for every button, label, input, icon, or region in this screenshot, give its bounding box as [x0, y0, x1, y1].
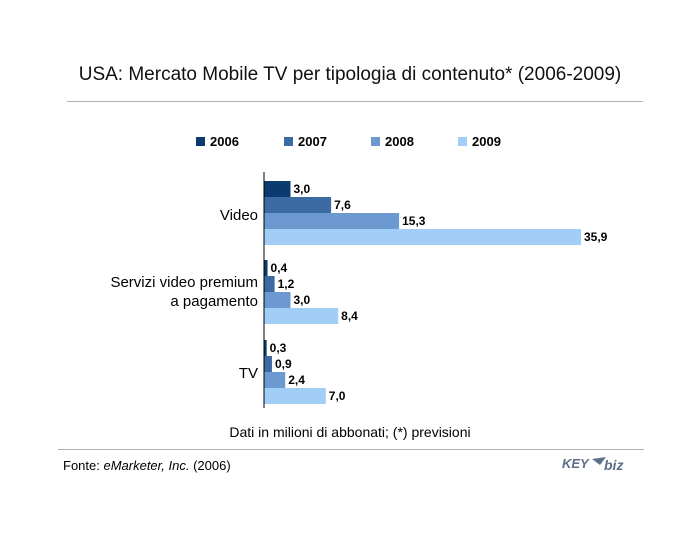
value-label-1-2009: 8,4 [341, 309, 358, 323]
legend-swatch-2008 [371, 137, 380, 146]
value-label-1-2007: 1,2 [278, 277, 295, 291]
value-label-2-2007: 0,9 [275, 357, 292, 371]
keybiz-logo: KEY biz [562, 456, 623, 473]
legend-label-2009: 2009 [472, 134, 501, 149]
category-label-2-0: TV [239, 365, 258, 382]
chart-note: Dati in milioni di abbonati; (*) previsi… [229, 424, 471, 440]
title-divider [67, 101, 643, 102]
category-label-1-0: Servizi video premium [110, 274, 258, 291]
value-label-1-2008: 3,0 [293, 293, 310, 307]
bar-0-2009 [264, 229, 581, 245]
chart-legend: 2006 2007 2008 2009 [196, 134, 501, 149]
legend-label-2007: 2007 [298, 134, 327, 149]
bar-1-2009 [264, 308, 339, 324]
legend-swatch-2006 [196, 137, 205, 146]
chart-title: USA: Mercato Mobile TV per tipologia di … [78, 64, 622, 85]
bar-0-2007 [264, 197, 332, 213]
bar-0-2008 [264, 213, 400, 229]
value-label-1-2006: 0,4 [271, 261, 288, 275]
source-prefix: Fonte: [63, 458, 104, 473]
value-label-0-2009: 35,9 [584, 230, 608, 244]
value-label-0-2007: 7,6 [334, 198, 351, 212]
legend-swatch-2009 [458, 137, 467, 146]
logo-key-text: KEY [562, 456, 590, 471]
bar-0-2006 [264, 181, 291, 197]
bar-2-2007 [264, 356, 272, 372]
source-credit: Fonte: eMarketer, Inc. (2006) [63, 458, 231, 473]
value-label-0-2006: 3,0 [293, 182, 310, 196]
chart-bars: 3,0 7,6 15,3 35,9 0,4 1,2 3,0 8,4 0,3 0,9 2,4 7,0 [264, 181, 608, 404]
value-label-2-2008: 2,4 [288, 373, 305, 387]
value-label-2-2009: 7,0 [329, 389, 346, 403]
bar-2-2009 [264, 388, 326, 404]
legend-label-2008: 2008 [385, 134, 414, 149]
legend-label-2006: 2006 [210, 134, 239, 149]
source-publisher: eMarketer, Inc. [103, 458, 190, 473]
bar-2-2006 [264, 340, 267, 356]
source-year: (2006) [189, 458, 231, 473]
bar-1-2007 [264, 276, 275, 292]
value-label-2-2006: 0,3 [270, 341, 287, 355]
footer-divider [58, 449, 644, 450]
bar-2-2008 [264, 372, 286, 388]
category-label-1-1: a pagamento [170, 293, 258, 310]
bar-1-2008 [264, 292, 291, 308]
bar-1-2006 [264, 260, 268, 276]
category-label-0-0: Video [220, 207, 258, 224]
logo-biz-text: biz [604, 457, 623, 473]
category-labels: Video Servizi video premium a pagamento TV [110, 207, 258, 382]
logo-arrow-icon [592, 457, 606, 465]
legend-swatch-2007 [284, 137, 293, 146]
value-label-0-2008: 15,3 [402, 214, 426, 228]
